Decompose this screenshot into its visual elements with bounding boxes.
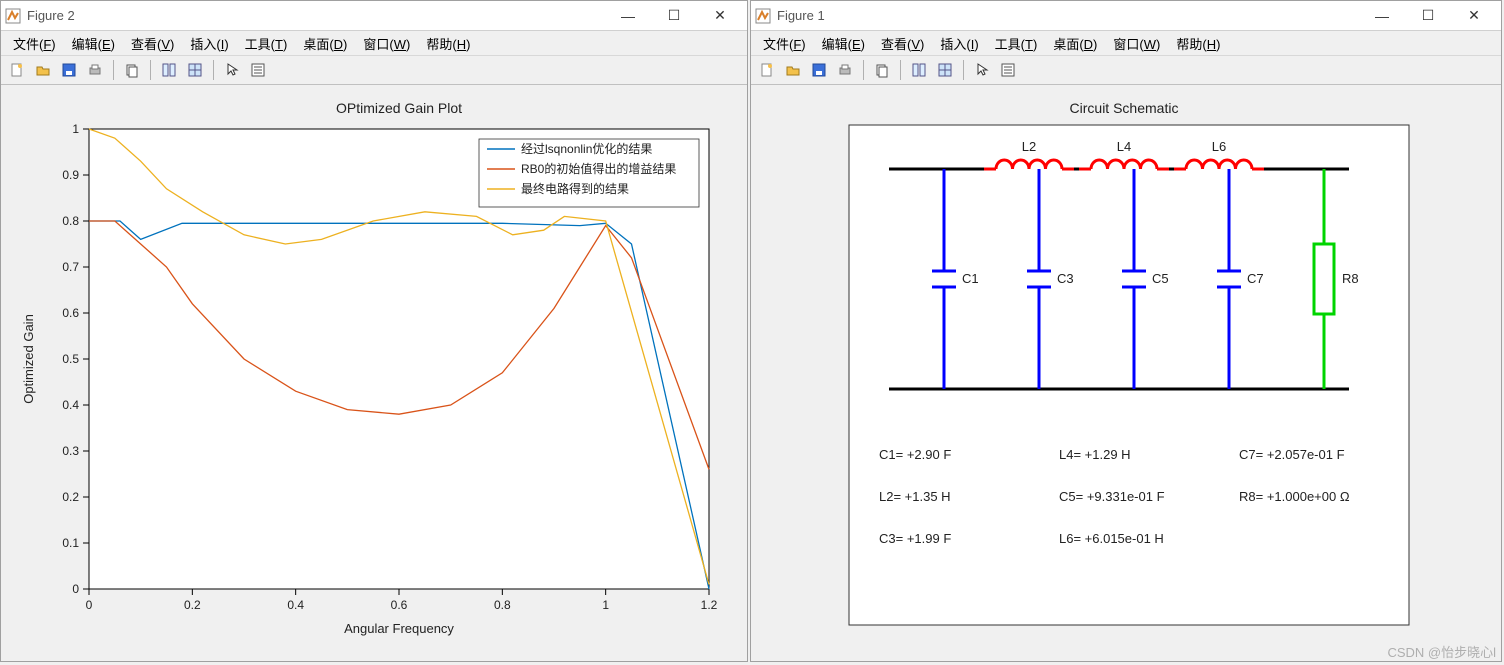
svg-text:0.8: 0.8	[494, 598, 511, 612]
svg-text:Angular Frequency: Angular Frequency	[344, 621, 454, 636]
copy-icon[interactable]	[870, 58, 894, 82]
svg-text:C3: C3	[1057, 271, 1074, 286]
menu-item[interactable]: 窗口(W)	[357, 34, 416, 53]
svg-text:0.2: 0.2	[184, 598, 201, 612]
gain-plot: OPtimized Gain Plot 0 0.2 0.4 0.6 0.8 1 1.2 0 0.1…	[9, 89, 739, 649]
svg-text:L6= +6.015e-01 H: L6= +6.015e-01 H	[1059, 531, 1164, 546]
figure-1-title: Figure 1	[777, 8, 825, 23]
svg-text:R8: R8	[1342, 271, 1359, 286]
svg-text:RB0的初始值得出的增益结果: RB0的初始值得出的增益结果	[521, 161, 676, 176]
close-button[interactable]: ✕	[697, 2, 743, 30]
svg-text:0.4: 0.4	[62, 398, 79, 412]
minimize-button[interactable]: —	[605, 2, 651, 30]
menu-item[interactable]: 插入(I)	[184, 34, 234, 53]
figure-1-menubar: 文件(F)编辑(E)查看(V)插入(I) 工具(T)桌面(D)窗口(W)帮助(H)	[751, 31, 1501, 55]
menu-item[interactable]: 桌面(D)	[1047, 34, 1103, 53]
figure-2-title: Figure 2	[27, 8, 75, 23]
open-icon[interactable]	[781, 58, 805, 82]
menu-item[interactable]: 编辑(E)	[66, 34, 121, 53]
new-icon[interactable]	[5, 58, 29, 82]
copy-icon[interactable]	[120, 58, 144, 82]
figure-2-titlebar[interactable]: Figure 2 — ☐ ✕	[1, 1, 747, 31]
svg-text:0.9: 0.9	[62, 168, 79, 182]
svg-text:C1: C1	[962, 271, 979, 286]
menu-item[interactable]: 窗口(W)	[1107, 34, 1166, 53]
menu-item[interactable]: 工具(T)	[989, 34, 1044, 53]
figure-2-menubar: 文件(F)编辑(E)查看(V)插入(I) 工具(T)桌面(D)窗口(W)帮助(H)	[1, 31, 747, 55]
svg-text:1: 1	[72, 122, 79, 136]
link-icon[interactable]	[907, 58, 931, 82]
svg-text:R8= +1.000e+00 Ω: R8= +1.000e+00 Ω	[1239, 489, 1350, 504]
menu-item[interactable]: 帮助(H)	[420, 34, 476, 53]
pointer-icon[interactable]	[970, 58, 994, 82]
svg-text:0.5: 0.5	[62, 352, 79, 366]
props-icon[interactable]	[996, 58, 1020, 82]
menu-item[interactable]: 桌面(D)	[297, 34, 353, 53]
figure-2-window: Figure 2 — ☐ ✕ 文件(F)编辑(E)查看(V)插入(I) 工具(T)…	[0, 0, 748, 662]
new-icon[interactable]	[755, 58, 779, 82]
svg-text:1.2: 1.2	[701, 598, 718, 612]
svg-text:Circuit Schematic: Circuit Schematic	[1070, 100, 1179, 116]
svg-text:C3= +1.99 F: C3= +1.99 F	[879, 531, 951, 546]
svg-text:0.6: 0.6	[62, 306, 79, 320]
menu-item[interactable]: 查看(V)	[875, 34, 930, 53]
svg-text:经过lsqnonlin优化的结果: 经过lsqnonlin优化的结果	[521, 141, 652, 156]
svg-text:L2: L2	[1022, 139, 1036, 154]
menu-item[interactable]: 帮助(H)	[1170, 34, 1226, 53]
print-icon[interactable]	[833, 58, 857, 82]
svg-text:C7: C7	[1247, 271, 1264, 286]
props-icon[interactable]	[246, 58, 270, 82]
menu-item[interactable]: 文件(F)	[757, 34, 812, 53]
menu-item[interactable]: 文件(F)	[7, 34, 62, 53]
svg-text:0.7: 0.7	[62, 260, 79, 274]
grid-icon[interactable]	[183, 58, 207, 82]
svg-text:0: 0	[86, 598, 93, 612]
figure-1-toolbar	[751, 55, 1501, 85]
svg-text:1: 1	[602, 598, 609, 612]
menu-item[interactable]: 查看(V)	[125, 34, 180, 53]
matlab-icon	[5, 8, 21, 24]
svg-text:0.3: 0.3	[62, 444, 79, 458]
svg-text:0.2: 0.2	[62, 490, 79, 504]
pointer-icon[interactable]	[220, 58, 244, 82]
svg-text:C5= +9.331e-01 F: C5= +9.331e-01 F	[1059, 489, 1165, 504]
minimize-button[interactable]: —	[1359, 2, 1405, 30]
svg-text:0.1: 0.1	[62, 536, 79, 550]
svg-text:Optimized Gain: Optimized Gain	[21, 314, 36, 404]
circuit-schematic: Circuit Schematic L2 L4 L6 C1 C3 C5 C7 R8 C1= +2.…	[759, 89, 1489, 649]
figure-1-titlebar[interactable]: Figure 1 — ☐ ✕	[751, 1, 1501, 31]
menu-item[interactable]: 插入(I)	[934, 34, 984, 53]
figure-1-window: Figure 1 — ☐ ✕ 文件(F)编辑(E)查看(V)插入(I) 工具(T)…	[750, 0, 1502, 662]
close-button[interactable]: ✕	[1451, 2, 1497, 30]
svg-text:0: 0	[72, 582, 79, 596]
svg-text:C1= +2.90 F: C1= +2.90 F	[879, 447, 951, 462]
svg-text:L4: L4	[1117, 139, 1131, 154]
save-icon[interactable]	[807, 58, 831, 82]
figure-1-plot-area: Circuit Schematic L2 L4 L6 C1 C3 C5 C7 R8 C1= +2.…	[751, 85, 1501, 661]
link-icon[interactable]	[157, 58, 181, 82]
svg-text:OPtimized Gain Plot: OPtimized Gain Plot	[336, 100, 462, 116]
svg-text:0.4: 0.4	[287, 598, 304, 612]
svg-text:L2= +1.35 H: L2= +1.35 H	[879, 489, 951, 504]
svg-text:C5: C5	[1152, 271, 1169, 286]
svg-text:C7= +2.057e-01 F: C7= +2.057e-01 F	[1239, 447, 1345, 462]
maximize-button[interactable]: ☐	[651, 2, 697, 30]
watermark: CSDN @怡步晓心l	[1387, 642, 1496, 661]
svg-text:最终电路得到的结果: 最终电路得到的结果	[521, 181, 629, 196]
svg-text:0.6: 0.6	[391, 598, 408, 612]
svg-text:0.8: 0.8	[62, 214, 79, 228]
save-icon[interactable]	[57, 58, 81, 82]
figure-2-plot-area: OPtimized Gain Plot 0 0.2 0.4 0.6 0.8 1 1.2 0 0.1…	[1, 85, 747, 661]
grid-icon[interactable]	[933, 58, 957, 82]
menu-item[interactable]: 工具(T)	[239, 34, 294, 53]
menu-item[interactable]: 编辑(E)	[816, 34, 871, 53]
open-icon[interactable]	[31, 58, 55, 82]
matlab-icon	[755, 8, 771, 24]
svg-text:L6: L6	[1212, 139, 1226, 154]
svg-text:L4= +1.29 H: L4= +1.29 H	[1059, 447, 1131, 462]
print-icon[interactable]	[83, 58, 107, 82]
figure-2-toolbar	[1, 55, 747, 85]
maximize-button[interactable]: ☐	[1405, 2, 1451, 30]
